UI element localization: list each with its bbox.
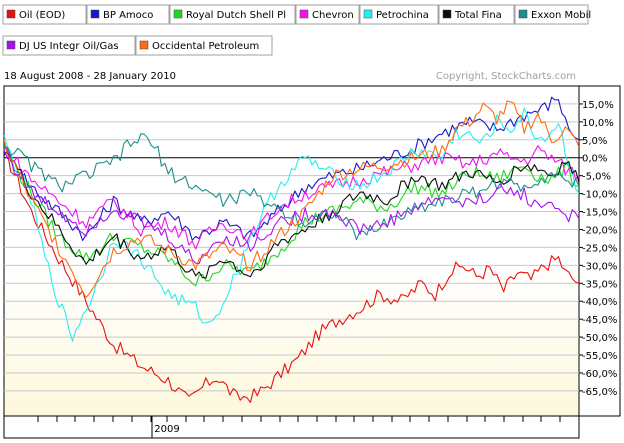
y-axis-band <box>578 85 621 417</box>
legend-swatch <box>299 9 309 19</box>
y-tick-label: 0,0% <box>582 154 607 165</box>
legend-label: Oil (EOD) <box>19 10 65 21</box>
legend-label: Royal Dutch Shell Pl <box>186 10 286 21</box>
y-tick-label: -25,0% <box>582 243 617 254</box>
legend-item <box>438 4 515 25</box>
legend-swatch <box>139 40 149 50</box>
legend-swatch <box>90 9 100 19</box>
plot-area <box>3 85 580 417</box>
y-axis-ticks: 15,0% 10,0% 5,0% 0,0% -5,0% -10,0% -15,0% -20,0… <box>579 100 617 398</box>
y-tick-label: -10,0% <box>582 190 617 201</box>
y-tick-label: -30,0% <box>582 261 617 272</box>
series-line <box>4 145 579 250</box>
y-tick-label: -60,0% <box>582 369 617 380</box>
y-tick-label: -40,0% <box>582 297 617 308</box>
y-tick-label: -5,0% <box>582 172 611 183</box>
series-group <box>4 96 579 403</box>
legend-label: Occidental Petroleum <box>152 41 259 52</box>
legend-swatch <box>363 9 373 19</box>
x-axis-ticks <box>37 416 561 438</box>
y-tick-label: -45,0% <box>582 315 617 326</box>
legend-item <box>135 35 273 56</box>
series-line <box>4 100 579 299</box>
series-line <box>4 149 579 265</box>
legend-swatch <box>518 9 528 19</box>
series-line <box>4 133 579 241</box>
legend-item <box>359 4 439 25</box>
y-tick-label: -15,0% <box>582 208 617 219</box>
series-line <box>4 152 579 279</box>
legend-swatch <box>6 40 16 50</box>
legend-label: DJ US Integr Oil/Gas <box>19 41 119 52</box>
y-tick-label: -55,0% <box>582 351 617 362</box>
y-tick-label: 15,0% <box>582 100 614 111</box>
legend-item <box>2 35 136 56</box>
legend-label: Petrochina <box>376 10 429 21</box>
date-range: 18 August 2008 - 28 January 2010 <box>4 71 176 82</box>
legend-label: Total Fina <box>454 10 502 21</box>
y-tick-label: -20,0% <box>582 225 617 236</box>
legend-label: Exxon Mobil <box>531 10 591 21</box>
y-tick-label: -35,0% <box>582 279 617 290</box>
legend-item <box>295 4 360 25</box>
legend-item <box>86 4 170 25</box>
series-line <box>4 96 579 242</box>
copyright-text: Copyright, StockCharts.com <box>436 71 576 82</box>
legend-item <box>2 4 87 25</box>
y-tick-label: -50,0% <box>582 333 617 344</box>
legend-label: BP Amoco <box>103 10 153 21</box>
y-tick-label: 5,0% <box>582 136 607 147</box>
legend-item <box>169 4 296 25</box>
legend-swatch <box>6 9 16 19</box>
series-line <box>4 107 579 342</box>
y-tick-label: 10,0% <box>582 118 614 129</box>
legend-item <box>514 4 589 25</box>
x-axis-strip <box>3 415 580 439</box>
series-line <box>4 144 579 403</box>
y-tick-label: -65,0% <box>582 387 617 398</box>
legend-swatch <box>173 9 183 19</box>
legend-swatch <box>442 9 452 19</box>
x-axis-label: 2009 <box>154 424 179 435</box>
legend-label: Chevron <box>312 10 354 21</box>
chart-legend: Oil (EOD) BP Amoco Royal Dutch Shell Pl Che… <box>2 4 591 56</box>
gridlines <box>4 103 579 392</box>
